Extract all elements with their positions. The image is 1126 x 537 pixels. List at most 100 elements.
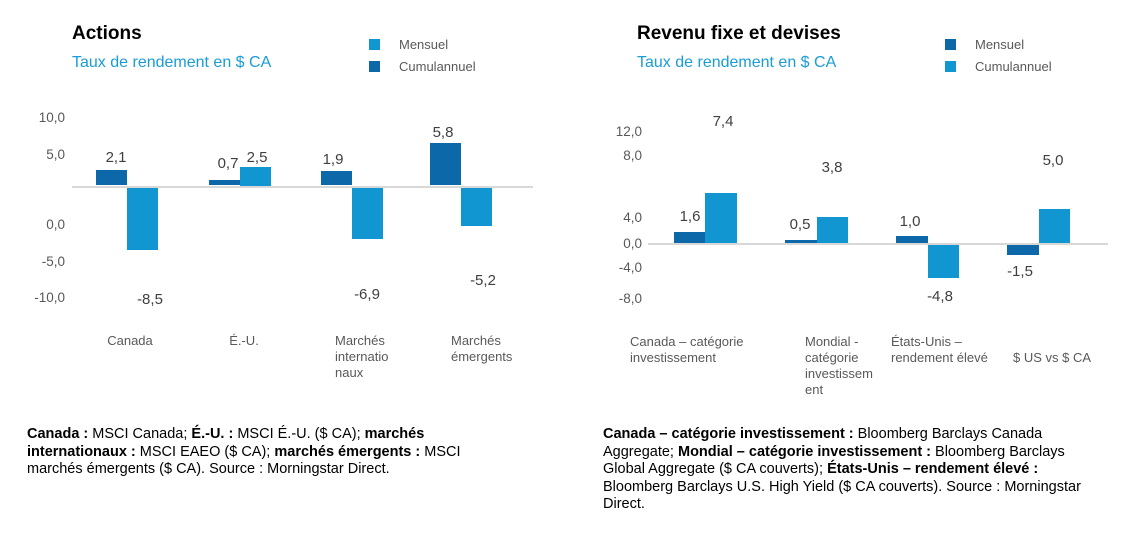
left-chart-subtitle: Taux de rendement en $ CA [72, 54, 272, 71]
y-axis-tick-label: -8,0 [618, 291, 642, 306]
footnote-segment: Bloomberg Barclays Global Aggregate ($ C… [603, 443, 1065, 478]
legend-label: Mensuel [399, 36, 449, 52]
value-label: 5,0 [1042, 152, 1064, 169]
value-label: -6,9 [354, 286, 380, 303]
footnote-segment: marchés émergents : [274, 443, 421, 460]
x-category-label-line: investissem [805, 366, 873, 381]
footnote-segment: marchés internationaux : [27, 426, 425, 460]
footnote-segment: Bloomberg Barclays U.S. High Yield ($ CA… [603, 478, 1081, 513]
x-category-label: Canada [70, 333, 190, 349]
bar-mensuel-1 [240, 167, 271, 186]
x-category-label-line: $ US vs $ CA [1013, 350, 1092, 365]
x-category-label-line: catégorie [805, 350, 859, 365]
right-chart-subtitle: Taux de rendement en $ CA [637, 54, 837, 71]
right-chart-title: Revenu fixe et devises [637, 23, 841, 44]
legend-item: Mensuel [369, 33, 476, 55]
legend-label: Cumulannuel [399, 58, 476, 74]
zero-axis-line [72, 185, 533, 188]
x-category-label-line: investissement [630, 350, 716, 365]
right-chart-footnote: Canada – catégorie investissement : Bloo… [603, 426, 1108, 514]
bar-mensuel-0 [127, 187, 158, 251]
zero-axis-line [648, 243, 1108, 245]
y-axis-tick-label: -10,0 [34, 290, 65, 305]
bar-mensuel-2 [896, 236, 928, 243]
y-axis-tick-label: -4,0 [618, 260, 642, 275]
legend-swatch-icon [945, 38, 956, 50]
x-category-label-line: États-Unis – [891, 334, 962, 349]
footnote-segment: É.-U. : [191, 426, 234, 442]
value-label: 7,4 [712, 113, 734, 130]
left-chart-legend: Mensuel Cumulannuel [369, 33, 476, 77]
legend-label: Cumulannuel [975, 58, 1052, 74]
bar-mensuel-3 [1007, 245, 1039, 256]
bar-mensuel-2 [351, 187, 383, 239]
x-category-label: États-Unis – rendement élevé [891, 334, 988, 366]
y-axis-tick-label: -5,0 [41, 254, 65, 269]
y-axis-tick-label: 0,0 [623, 236, 642, 251]
x-category-label: Canada – catégorie investissement [630, 334, 743, 366]
y-axis-tick-label: 10,0 [38, 110, 65, 125]
footnote-segment: Canada – catégorie investissement : [603, 426, 854, 442]
value-label: 2,5 [246, 149, 268, 166]
y-axis-tick-label: 0,0 [46, 217, 65, 232]
right-chart-legend: Mensuel Cumulannuel [945, 33, 1052, 77]
x-category-label-line: Canada [107, 333, 153, 348]
footnote-segment: Canada : [27, 426, 89, 442]
x-category-label: $ US vs $ CA [1013, 350, 1091, 366]
x-category-label-line: émergents [451, 349, 513, 364]
legend-label: Mensuel [975, 36, 1025, 52]
value-label: 0,5 [789, 216, 811, 233]
y-axis-tick-label: 8,0 [623, 148, 642, 163]
bar-mensuel-1 [785, 239, 817, 243]
value-label: 0,7 [217, 155, 239, 172]
value-label: -1,5 [1007, 263, 1033, 280]
footnote-segment: Bloomberg Barclays Canada Aggregate; [603, 426, 1043, 460]
x-category-label: Mondial - catégorie investissem ent [805, 334, 873, 398]
value-label: 1,6 [679, 208, 701, 225]
legend-swatch-icon [945, 60, 956, 72]
footnote-segment: MSCI É.-U. ($ CA); [233, 426, 365, 442]
left-chart-footnote: Canada : MSCI Canada; É.-U. : MSCI É.-U.… [27, 426, 499, 479]
x-category-label: É.-U. [184, 333, 304, 349]
bar-cumulannuel-2 [927, 245, 959, 278]
x-category-label-line: Marchés [335, 333, 385, 348]
bar-cumulannuel-1 [816, 217, 848, 243]
x-category-label-line: rendement élevé [891, 350, 988, 365]
bar-cumulannuel-0 [705, 192, 737, 243]
legend-item: Cumulannuel [945, 55, 1052, 77]
value-label: -8,5 [137, 291, 163, 308]
x-category-label-line: Marchés [451, 333, 501, 348]
value-label: 2,1 [105, 149, 127, 166]
bar-cumulannuel-3 [1038, 209, 1070, 243]
x-category-label-line: Mondial - [805, 334, 859, 349]
legend-swatch-icon [369, 38, 380, 50]
x-category-label-line: ent [805, 382, 824, 397]
x-category-label: Marchés émergents [451, 333, 512, 365]
footnote-segment: Mondial – catégorie investissement : [677, 443, 932, 460]
value-label: 1,9 [322, 151, 344, 168]
y-axis-tick-label: 4,0 [623, 210, 642, 225]
legend-item: Cumulannuel [369, 55, 476, 77]
value-label: 3,8 [821, 159, 843, 176]
legend-item: Mensuel [945, 33, 1052, 55]
x-category-label: Marchés internatio naux [335, 333, 388, 381]
value-label: -4,8 [927, 288, 953, 305]
footnote-segment: MSCI marchés émergents ($ CA). Source : … [27, 443, 461, 478]
bar-cumulannuel-2 [320, 171, 352, 186]
footnote-segment: MSCI EAEO ($ CA); [135, 443, 275, 460]
left-chart-title: Actions [72, 23, 142, 44]
x-category-label-line: internatio [335, 349, 389, 364]
x-category-label-line: Canada – catégorie [630, 334, 744, 349]
value-label: 5,8 [432, 124, 454, 141]
bar-mensuel-0 [673, 232, 705, 243]
footnote-segment: MSCI Canada; [88, 426, 192, 442]
y-axis-tick-label: 5,0 [46, 147, 65, 162]
x-category-label-line: naux [335, 365, 364, 380]
value-label: -5,2 [470, 272, 496, 289]
legend-swatch-icon [369, 60, 380, 72]
bar-cumulannuel-3 [430, 142, 461, 186]
value-label: 1,0 [899, 213, 921, 230]
bar-cumulannuel-0 [96, 169, 127, 186]
footnote-segment: États-Unis – rendement élevé : [827, 461, 1039, 477]
